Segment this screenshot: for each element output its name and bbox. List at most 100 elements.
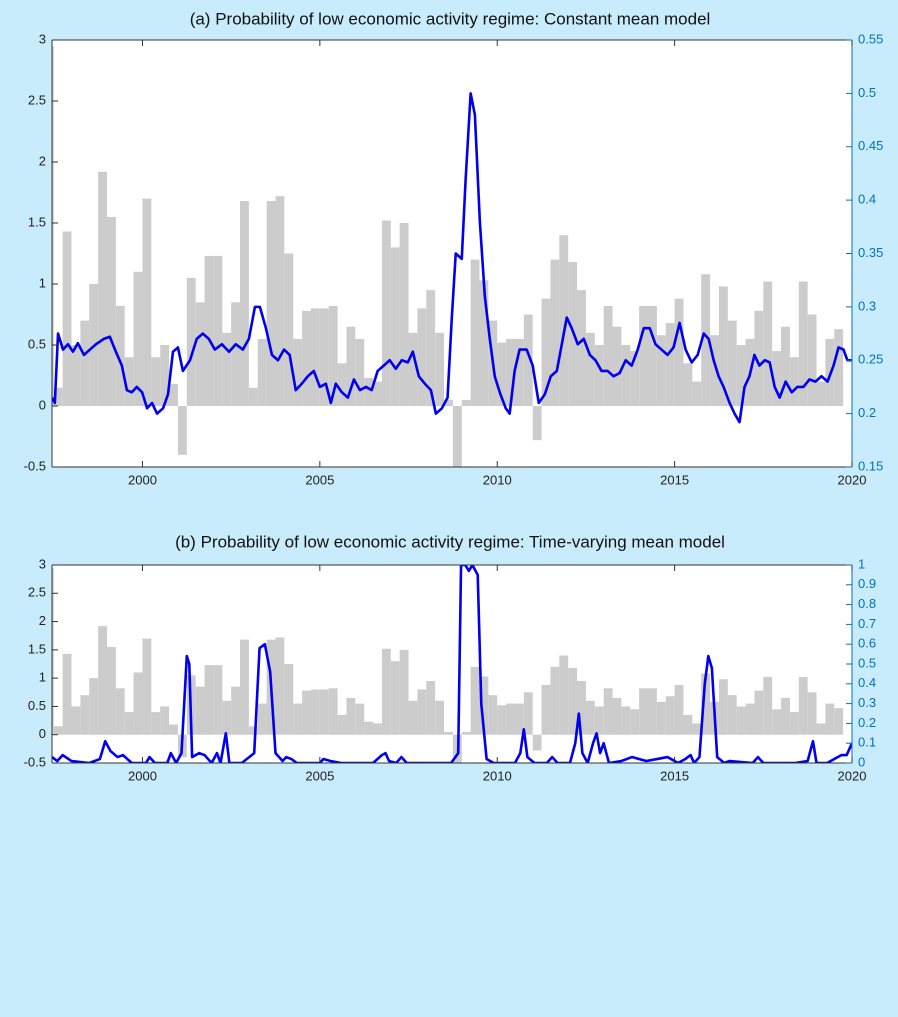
bar: [807, 692, 817, 735]
bar: [683, 714, 693, 735]
y-tick-label: 0: [39, 726, 46, 741]
bar: [630, 709, 640, 735]
bar: [550, 666, 560, 735]
bar: [444, 399, 453, 406]
bar: [169, 724, 178, 735]
y-tick-label: 3: [39, 556, 46, 571]
y-tick-label: 1.5: [28, 641, 46, 656]
y2-tick-label: 0.25: [858, 352, 883, 367]
bar: [772, 351, 782, 406]
bar: [390, 247, 400, 406]
bar: [825, 703, 835, 735]
y2-tick-label: 0.2: [858, 715, 876, 730]
bar: [674, 298, 684, 406]
y2-tick-label: 0.7: [858, 616, 876, 631]
y-tick-label: 2: [39, 153, 46, 168]
bar: [266, 201, 276, 406]
bar: [514, 703, 524, 735]
bar: [435, 332, 445, 406]
bar: [53, 387, 63, 406]
y2-tick-label: 0.45: [858, 138, 883, 153]
y2-tick-label: 0.6: [858, 636, 876, 651]
bar: [106, 647, 116, 735]
bar: [373, 381, 382, 406]
bar: [648, 688, 657, 735]
bar: [408, 332, 418, 406]
bar: [559, 235, 569, 406]
y2-tick-label: 0.15: [858, 458, 883, 473]
bar: [337, 714, 347, 735]
bar: [98, 626, 107, 735]
bar: [754, 690, 764, 735]
bar: [52, 46, 54, 406]
bar: [834, 708, 844, 735]
y2-tick-label: 0.4: [858, 675, 876, 690]
bar: [355, 338, 365, 406]
bar: [98, 171, 107, 406]
y-tick-label: 1.5: [28, 214, 46, 229]
bar: [319, 689, 329, 735]
bar: [532, 734, 542, 751]
x-tick-label: 2020: [838, 472, 867, 487]
bar: [550, 259, 560, 406]
bar: [834, 329, 844, 406]
bar: [151, 712, 161, 735]
y-tick-label: 2.5: [28, 92, 46, 107]
bar: [213, 255, 223, 406]
bar: [692, 381, 702, 406]
bar: [523, 692, 533, 735]
bar: [337, 363, 347, 406]
bar: [426, 680, 436, 735]
y-tick-label: 2.5: [28, 585, 46, 600]
y-tick-label: 1: [39, 670, 46, 685]
x-tick-label: 2015: [660, 768, 689, 783]
bar: [594, 706, 604, 735]
bar: [461, 399, 471, 406]
bar: [701, 274, 711, 406]
bar: [479, 280, 489, 406]
bar: [53, 726, 63, 735]
bar: [89, 678, 99, 735]
bar: [789, 712, 799, 735]
bar: [248, 726, 258, 735]
chart-title: (b) Probability of low economic activity…: [175, 532, 725, 551]
bar: [169, 384, 178, 406]
bar: [648, 305, 657, 406]
bar: [302, 690, 311, 735]
x-tick-label: 2010: [483, 768, 512, 783]
bar: [612, 326, 622, 406]
bar: [710, 335, 719, 406]
bar: [807, 314, 817, 406]
bar: [594, 345, 604, 406]
y2-tick-label: 0.35: [858, 245, 883, 260]
bar: [319, 308, 329, 406]
bar: [284, 253, 294, 406]
x-tick-label: 2015: [660, 472, 689, 487]
bar: [115, 688, 125, 735]
bar: [381, 220, 391, 406]
bar: [497, 705, 507, 735]
bar: [639, 688, 649, 735]
bar: [559, 655, 569, 735]
bar: [204, 665, 214, 735]
bar: [816, 381, 826, 406]
bar: [789, 357, 799, 406]
y-tick-label: 2: [39, 613, 46, 628]
bar: [603, 688, 613, 735]
bar: [160, 706, 170, 735]
bar: [718, 286, 728, 406]
bar: [222, 700, 232, 735]
bar: [346, 326, 356, 406]
bar: [328, 688, 338, 735]
x-tick-label: 2005: [305, 768, 334, 783]
y-tick-label: 0.5: [28, 336, 46, 351]
bar: [506, 338, 515, 406]
bar: [71, 706, 81, 735]
bar: [373, 723, 382, 735]
bar: [231, 686, 241, 735]
bar: [52, 567, 54, 735]
y2-tick-label: 0.55: [858, 31, 883, 46]
bar: [417, 689, 427, 735]
x-tick-label: 2005: [305, 472, 334, 487]
bar: [479, 676, 489, 735]
